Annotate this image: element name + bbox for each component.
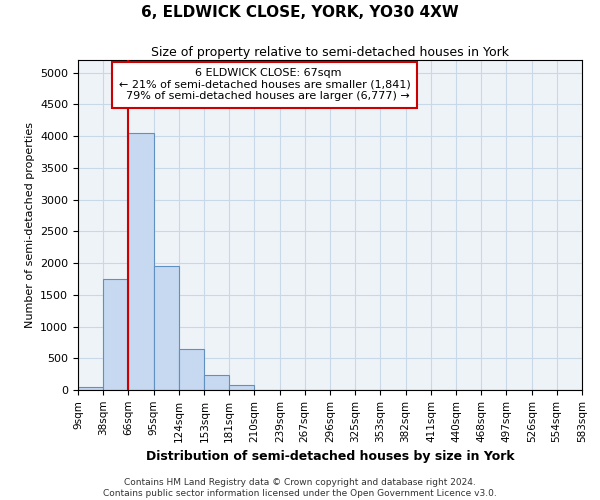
Title: Size of property relative to semi-detached houses in York: Size of property relative to semi-detach…	[151, 46, 509, 59]
Y-axis label: Number of semi-detached properties: Number of semi-detached properties	[25, 122, 35, 328]
Bar	[179, 349, 205, 390]
Text: 6, ELDWICK CLOSE, YORK, YO30 4XW: 6, ELDWICK CLOSE, YORK, YO30 4XW	[141, 5, 459, 20]
Bar	[78, 387, 103, 390]
Text: Contains HM Land Registry data © Crown copyright and database right 2024.
Contai: Contains HM Land Registry data © Crown c…	[103, 478, 497, 498]
X-axis label: Distribution of semi-detached houses by size in York: Distribution of semi-detached houses by …	[146, 450, 514, 463]
Bar	[205, 375, 229, 390]
Bar	[103, 279, 128, 390]
Bar	[128, 133, 154, 390]
Text: 6 ELDWICK CLOSE: 67sqm
← 21% of semi-detached houses are smaller (1,841)
  79% o: 6 ELDWICK CLOSE: 67sqm ← 21% of semi-det…	[119, 68, 410, 102]
Bar	[229, 385, 254, 390]
Bar	[154, 266, 179, 390]
